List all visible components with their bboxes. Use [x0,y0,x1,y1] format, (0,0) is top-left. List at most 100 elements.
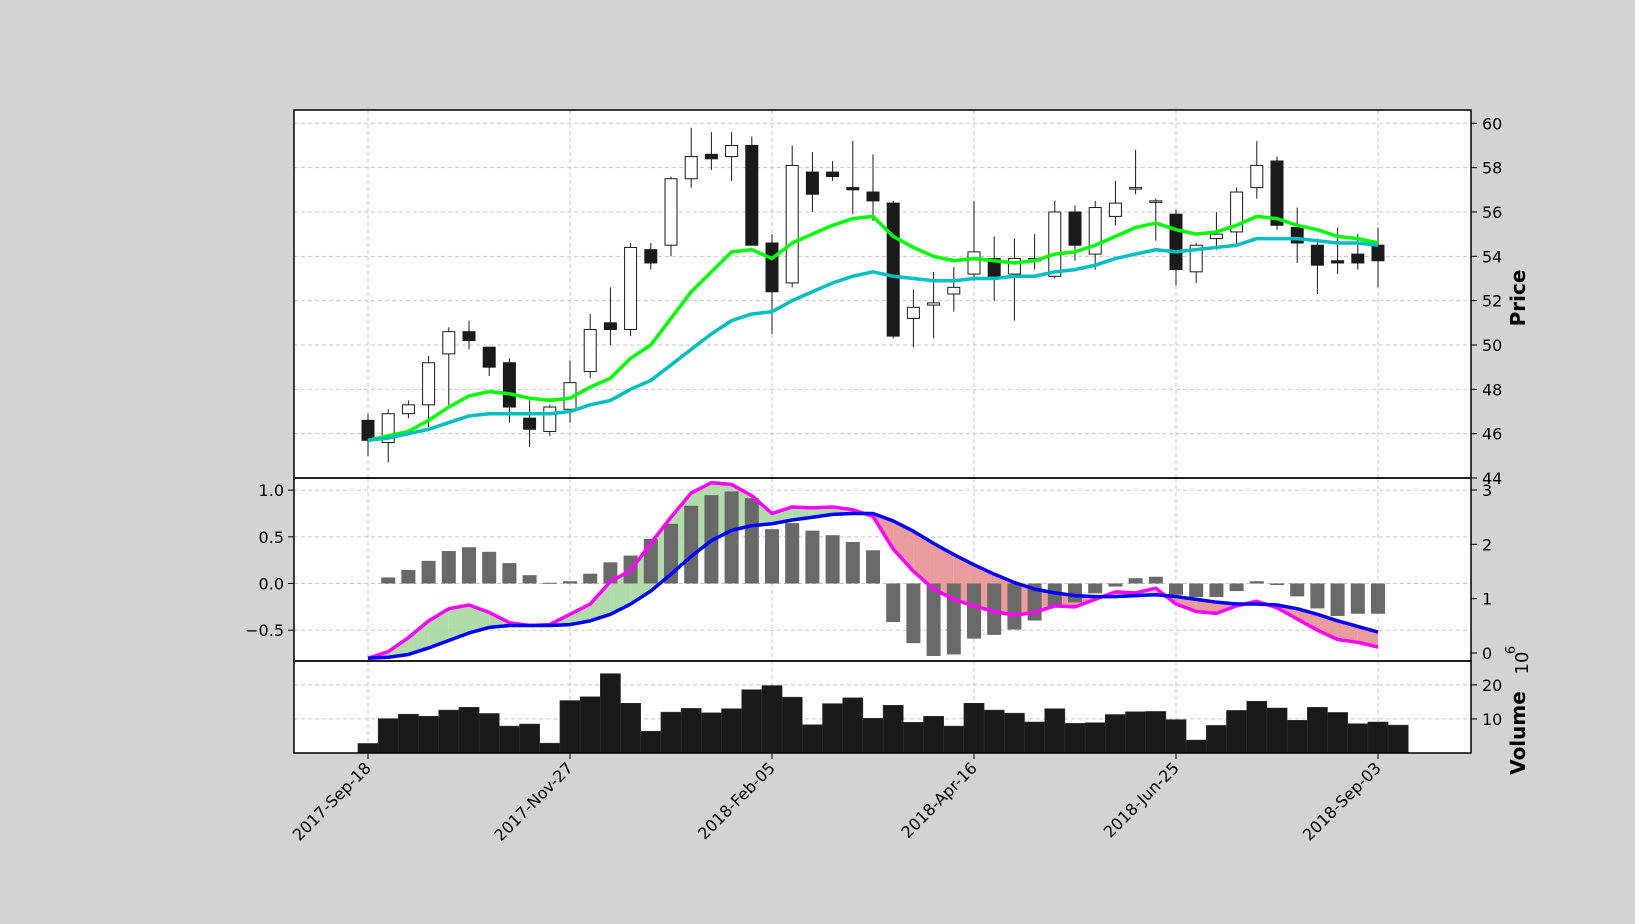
candle-body [422,362,436,406]
signal-line [367,511,1379,660]
candle-body [906,306,920,319]
volume-bar [721,708,742,754]
macd-histogram-bar [462,547,476,584]
macd-histogram-bar [401,569,416,584]
volume-bar [781,696,803,754]
candle-body [765,242,779,293]
volume-bar [640,730,662,754]
x-tick-label: 2018-Sep-03 [1299,758,1385,844]
macd-histogram-bar [785,523,800,584]
volume-bar [963,703,985,754]
macd-right-tick-label: 0 [1482,644,1492,663]
candle-body [361,419,375,441]
candle-body [1310,244,1324,266]
macd-histogram-bar [906,583,921,644]
price-panel [361,127,1385,463]
candle-body [543,406,557,432]
volume-bar [539,742,561,754]
candle-body [523,417,537,430]
x-tick-label: 2018-Jun-25 [1100,758,1183,841]
macd-right-tick-label: 1 [1482,590,1492,609]
candle-body [1129,187,1143,190]
volume-exponent-base: 10 [1512,652,1533,675]
volume-bar [1307,707,1328,754]
candle-body [583,328,597,373]
macd-histogram-bar [563,581,577,584]
volume-bar [1125,711,1146,754]
volume-bar [438,709,460,754]
candle-body [725,144,739,158]
macd-histogram-bar [1330,583,1345,616]
grid-lines [294,110,1471,753]
macd-tick-label: 0.0 [259,575,284,594]
macd-histogram-bar [845,541,860,584]
macd-histogram-bar [381,577,396,584]
price-tick-label: 56 [1482,203,1502,222]
volume-bar [1206,725,1227,754]
volume-bar [600,673,621,754]
volume-bar [802,724,823,754]
macd-histogram-bar [583,573,598,584]
panel-frames [293,109,1472,754]
macd-histogram-bar [1108,583,1123,587]
macd-right-tick-label: 3 [1482,481,1492,500]
candle-body [684,156,698,180]
volume-tick-label: 20 [1482,676,1502,695]
candle-body [846,187,860,191]
moving-average-line [367,236,1379,443]
macd-tick-label: 0.5 [259,528,284,547]
volume-bar [660,711,682,754]
candle-body [482,346,496,368]
macd-histogram-bar [886,583,901,623]
macd-histogram-bar [967,583,981,639]
volume-bar [1367,721,1389,754]
candle-body [1048,211,1062,277]
macd-panel [367,480,1385,660]
macd-histogram-bar [946,583,961,655]
volume-bar [1165,719,1187,754]
candle-body [502,362,516,408]
macd-histogram-bar [1068,583,1082,603]
macd-histogram-bar [1310,583,1325,609]
macd-fill [590,581,611,621]
macd-histogram-bar [1128,578,1143,584]
macd-histogram-bar [1047,583,1062,607]
volume-bar [983,709,1005,754]
volume-bar [1084,722,1106,754]
candle-body [866,191,880,202]
volume-bar [377,718,399,754]
candle-body [1351,253,1365,264]
macd-histogram-bar [744,498,759,584]
candle-body [401,404,415,415]
price-tick-label: 52 [1482,292,1502,311]
volume-bar [620,703,641,754]
macd-histogram-bar [542,582,557,584]
price-tick-label: 54 [1482,247,1502,266]
price-tick-label: 46 [1482,425,1502,444]
volume-bar [1024,721,1045,754]
volume-bar [559,700,581,754]
volume-bar [1327,712,1348,754]
candle-body [805,171,819,195]
volume-bar [1246,700,1268,754]
macd-tick-label: −0.5 [245,621,284,640]
volume-bar [822,703,843,754]
candle-body [1108,202,1122,217]
candle-body [704,153,718,160]
macd-right-tick-label: 2 [1482,535,1492,554]
macd-histogram-bar [1189,583,1204,598]
volume-bar [499,725,520,754]
volume-bar [579,696,601,754]
volume-tick-label: 10 [1482,710,1502,729]
macd-histogram-bar [482,551,497,584]
macd-histogram-bar [441,551,456,584]
moving-average-line [367,214,1379,443]
candle-body [644,249,658,264]
volume-bar [1185,739,1207,754]
candle-body [927,302,941,306]
x-tick-label: 2017-Sep-18 [289,758,375,844]
candle-body [967,251,981,275]
x-tick-label: 2018-Feb-05 [694,758,779,843]
